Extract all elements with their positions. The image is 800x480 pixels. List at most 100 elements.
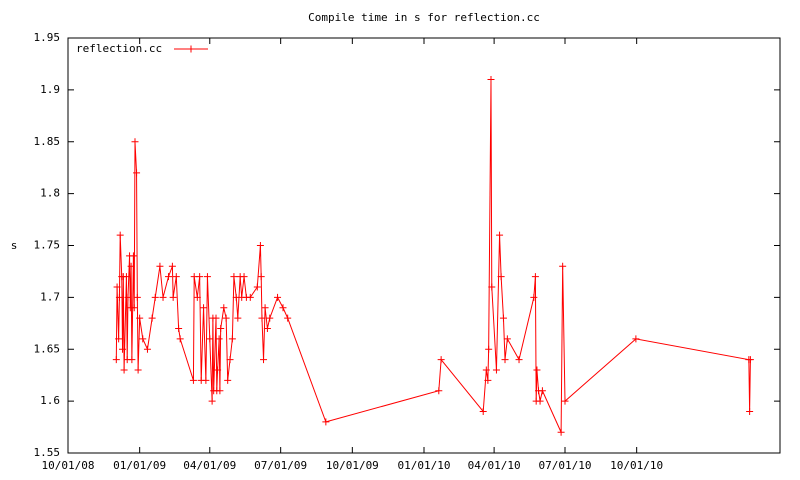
point — [124, 293, 132, 301]
point — [261, 304, 269, 312]
x-tick-label: 04/01/09 — [183, 459, 236, 472]
legend-label: reflection.cc — [76, 42, 162, 55]
point — [193, 293, 201, 301]
point — [169, 293, 177, 301]
point — [115, 293, 123, 301]
point — [499, 314, 507, 322]
point — [632, 335, 640, 343]
point — [159, 293, 167, 301]
point — [143, 345, 151, 353]
point — [214, 366, 222, 374]
point — [274, 293, 282, 301]
point — [222, 314, 230, 322]
y-axis-label: s — [11, 239, 18, 252]
point — [217, 325, 225, 332]
point — [485, 345, 493, 353]
point — [151, 293, 159, 301]
point — [559, 262, 567, 270]
x-tick-label: 10/01/10 — [610, 459, 663, 472]
point — [208, 397, 216, 405]
chart-title: Compile time in s for reflection.cc — [308, 11, 540, 24]
point — [133, 293, 141, 301]
point — [531, 273, 539, 281]
point — [246, 293, 254, 301]
point — [746, 408, 754, 415]
point — [538, 387, 546, 395]
x-tick-label: 07/01/09 — [254, 459, 307, 472]
point — [130, 304, 138, 312]
point — [164, 273, 172, 281]
point — [139, 335, 147, 343]
point — [322, 418, 330, 426]
point — [279, 304, 287, 312]
point — [230, 273, 238, 281]
point — [176, 335, 184, 343]
point — [487, 76, 495, 83]
x-tick-label: 07/01/10 — [539, 459, 592, 472]
point — [515, 356, 523, 364]
point — [113, 283, 121, 291]
y-tick-label: 1.7 — [40, 290, 60, 303]
legend-marker — [187, 45, 195, 53]
point — [557, 428, 565, 436]
point — [129, 252, 137, 260]
point — [202, 376, 210, 384]
point — [240, 273, 248, 281]
point — [492, 366, 500, 374]
point — [257, 273, 265, 281]
point — [226, 356, 234, 364]
point — [496, 231, 504, 239]
y-tick-label: 1.8 — [40, 187, 60, 200]
point — [253, 283, 261, 291]
y-tick-label: 1.9 — [40, 83, 60, 96]
point — [175, 325, 183, 332]
point — [212, 314, 220, 322]
point — [112, 356, 120, 364]
point — [501, 356, 509, 364]
point — [746, 356, 754, 364]
point — [116, 231, 124, 239]
point — [234, 314, 242, 322]
point — [127, 262, 135, 270]
point — [119, 345, 127, 353]
point — [482, 366, 490, 374]
point — [497, 273, 505, 281]
point — [220, 304, 228, 312]
point — [435, 387, 443, 395]
point — [196, 273, 204, 281]
y-tick-label: 1.85 — [34, 135, 61, 148]
point — [266, 314, 274, 322]
y-tick-label: 1.55 — [34, 446, 61, 459]
point — [216, 387, 224, 395]
point — [215, 335, 223, 343]
point — [168, 262, 176, 270]
x-tick-label: 01/01/10 — [398, 459, 451, 472]
point — [115, 335, 123, 343]
point — [488, 283, 496, 291]
point — [189, 376, 197, 384]
point — [256, 242, 264, 249]
point — [122, 273, 130, 281]
point — [263, 325, 271, 332]
point — [503, 335, 511, 343]
point — [128, 356, 136, 364]
point — [172, 273, 180, 281]
point — [131, 138, 139, 146]
point — [136, 314, 144, 322]
point — [260, 356, 268, 364]
y-tick-label: 1.65 — [34, 342, 61, 355]
point — [533, 366, 541, 374]
point — [133, 169, 141, 177]
point — [224, 376, 232, 384]
point — [437, 356, 445, 364]
point — [200, 304, 208, 312]
point — [203, 273, 211, 281]
y-tick-label: 1.75 — [34, 239, 61, 252]
point — [530, 293, 538, 301]
point — [120, 366, 128, 374]
x-tick-label: 10/01/08 — [42, 459, 95, 472]
point — [148, 314, 156, 322]
point — [228, 335, 236, 343]
